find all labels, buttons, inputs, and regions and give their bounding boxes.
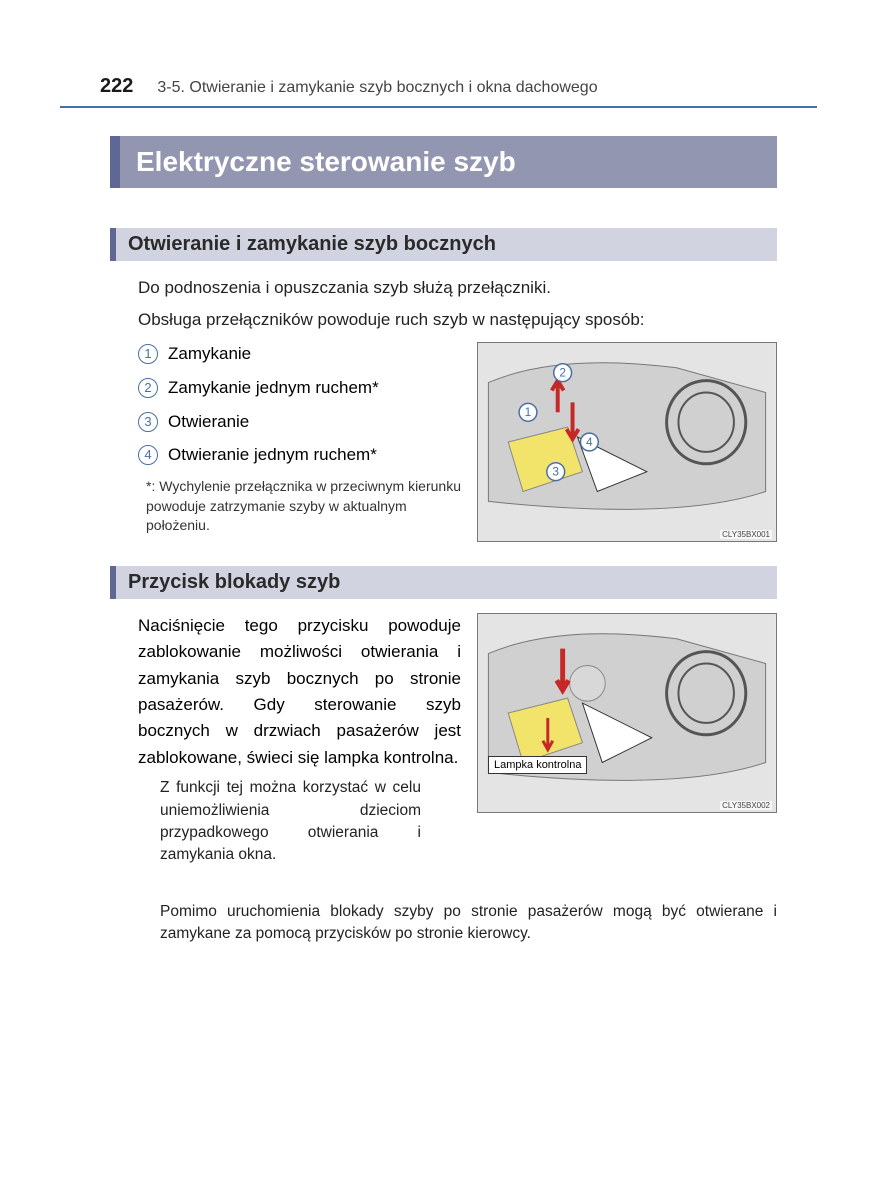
subsection-heading-1: Otwieranie i zamykanie szyb bocznych [110, 228, 777, 261]
diagram-code: CLY35BX002 [720, 801, 772, 810]
footnote: *: Wychylenie przełącznika w przeciwnym … [146, 477, 461, 536]
subsection-heading-2: Przycisk blokady szyb [110, 566, 777, 599]
page-number: 222 [100, 75, 133, 98]
svg-text:4: 4 [586, 435, 593, 449]
intro-line-2: Obsługa przełączników powoduje ruch szyb… [138, 307, 777, 333]
dashboard-lock-illustration-icon [478, 614, 776, 812]
list-item: 3 Otwieranie [138, 410, 461, 434]
svg-text:3: 3 [552, 465, 559, 479]
diagram-window-switch: 1 2 3 4 CLY35BX001 [477, 342, 777, 542]
circled-number-icon: 1 [138, 344, 158, 364]
list-label: Otwieranie [168, 410, 249, 434]
svg-text:1: 1 [525, 405, 532, 419]
dashboard-illustration-icon: 1 2 3 4 [478, 343, 776, 541]
numbered-list: 1 Zamykanie 2 Zamykanie jednym ruchem* 3… [138, 342, 461, 467]
svg-text:2: 2 [559, 366, 566, 380]
diagram-lock-button: Lampka kontrolna CLY35BX002 [477, 613, 777, 813]
page-header: 222 3-5. Otwieranie i zamykanie szyb boc… [60, 75, 817, 108]
circled-number-icon: 2 [138, 378, 158, 398]
list-label: Zamykanie [168, 342, 251, 366]
list-label: Zamykanie jednym ruchem* [168, 376, 379, 400]
diagram-callout-label: Lampka kontrolna [488, 756, 587, 774]
lock-paragraph: Naciśnięcie tego przycisku powoduje zabl… [138, 613, 461, 771]
section-path: 3-5. Otwieranie i zamykanie szyb bocznyc… [157, 79, 597, 97]
chapter-title: Elektryczne sterowanie szyb [110, 136, 777, 188]
list-item: 1 Zamykanie [138, 342, 461, 366]
footnote-marker: *: [146, 478, 155, 494]
lock-note-1: Z funkcji tej można korzystać w celu uni… [160, 777, 421, 867]
intro-line-1: Do podnoszenia i opuszczania szyb służą … [138, 275, 777, 301]
diagram-code: CLY35BX001 [720, 530, 772, 539]
footnote-text: Wychylenie przełącznika w przeciwnym kie… [146, 478, 461, 533]
list-item: 4 Otwieranie jednym ruchem* [138, 443, 461, 467]
circled-number-icon: 3 [138, 412, 158, 432]
list-item: 2 Zamykanie jednym ruchem* [138, 376, 461, 400]
list-label: Otwieranie jednym ruchem* [168, 443, 377, 467]
circled-number-icon: 4 [138, 445, 158, 465]
lock-note-2: Pomimo uruchomienia blokady szyby po str… [160, 901, 777, 946]
